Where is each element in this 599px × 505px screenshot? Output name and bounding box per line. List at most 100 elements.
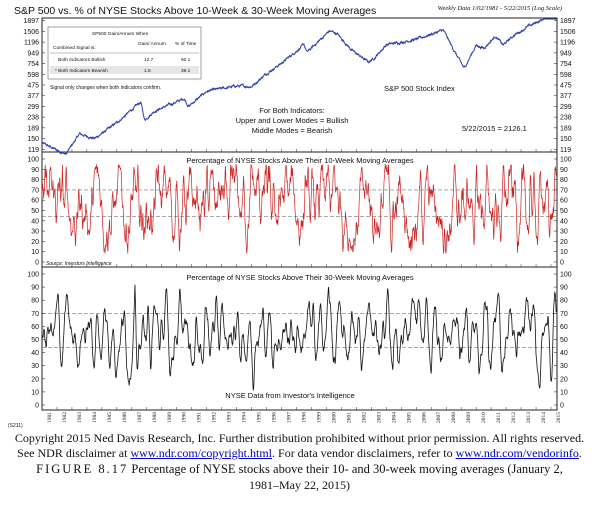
chart-title: S&P 500 vs. % of NYSE Stocks Above 10-We… — [14, 5, 376, 17]
x-tick-label: 1993 — [227, 412, 233, 423]
y-tick-label: 60 — [31, 324, 39, 331]
mid-panel-frame — [41, 151, 558, 268]
y-tick-label: 100 — [560, 272, 572, 279]
y-tick-label: 80 — [560, 298, 568, 305]
y-tick-label: 40 — [31, 218, 39, 225]
bot-panel-note: NYSE Data from Investor's Intelligence — [225, 391, 354, 400]
y-tick-label: 150 — [560, 136, 572, 143]
x-tick-label: 2008 — [451, 412, 457, 423]
x-tick-label: 1987 — [137, 412, 143, 423]
x-tick-label: 2012 — [511, 412, 517, 423]
y-tick-label: 50 — [31, 337, 39, 344]
x-tick-label: 1999 — [316, 412, 322, 423]
table-col-gain: Gain/ Annum — [138, 41, 166, 47]
table-row-label: * Both Indicators Bearish — [55, 68, 108, 74]
caption-disclaimer-text: . — [578, 446, 582, 460]
x-tick-label: 2007 — [436, 412, 442, 423]
x-tick-label: 1983 — [77, 412, 83, 423]
bot-panel-title: Percentage of NYSE Stocks Above Their 30… — [186, 273, 413, 282]
table-row-gain: 1.8 — [144, 68, 151, 74]
y-tick-label: 238 — [27, 115, 39, 122]
y-tick-label: 1196 — [560, 40, 575, 47]
modes-line-1: For Both Indicators: — [259, 106, 324, 115]
copyright-link[interactable]: www.ndr.com/copyright.html — [130, 446, 273, 460]
x-tick-label: 2001 — [346, 412, 352, 423]
y-tick-label: 754 — [27, 61, 39, 68]
x-tick-label: 1982 — [62, 412, 68, 423]
y-tick-label: 189 — [560, 125, 572, 132]
vendorinfo-link[interactable]: www.ndr.com/vendorinfo — [455, 446, 579, 460]
y-tick-label: 100 — [27, 272, 39, 279]
table-caption: SP500 Gain/Annum When — [92, 31, 149, 37]
x-tick-label: 2006 — [421, 412, 427, 423]
y-tick-label: 90 — [31, 167, 39, 174]
table-row-time: 39.1 — [181, 68, 191, 74]
x-tick-label: 2000 — [331, 412, 337, 423]
sp500-series-line — [41, 18, 557, 155]
y-tick-label: 0 — [35, 260, 39, 267]
table-row-time: 60.1 — [181, 57, 191, 63]
y-tick-label: 949 — [27, 50, 39, 57]
figure-label: FIGURE 8.17 — [36, 462, 129, 476]
x-tick-label: 1984 — [92, 412, 98, 423]
pct10-series-line — [41, 163, 557, 254]
y-tick-label: 70 — [31, 187, 39, 194]
table-col-time: % of Time — [175, 41, 197, 47]
y-tick-label: 1897 — [560, 18, 576, 25]
figure-caption-line2: 1981–May 22, 2015) — [249, 478, 350, 492]
x-tick-label: 1981 — [47, 412, 53, 423]
y-tick-label: 10 — [560, 249, 568, 256]
y-tick-label: 377 — [560, 93, 572, 100]
y-tick-label: 90 — [560, 285, 568, 292]
x-tick-label: 1998 — [301, 412, 307, 423]
chart-figure: S&P 500 vs. % of NYSE Stocks Above 10-We… — [8, 5, 576, 429]
x-tick-label: 1996 — [272, 412, 278, 423]
y-tick-label: 475 — [560, 83, 572, 90]
x-tick-label: 2004 — [391, 412, 397, 423]
chart-subtitle: Weekly Data 1/02/1981 - 5/22/2015 (Log S… — [438, 5, 562, 12]
x-tick-label: 1988 — [152, 412, 158, 423]
x-tick-label: 1997 — [287, 412, 293, 423]
y-tick-label: 60 — [560, 198, 568, 205]
x-tick-label: 2015 — [556, 412, 562, 423]
y-tick-label: 20 — [31, 239, 39, 246]
mid-panel-title: Percentage of NYSE Stocks Above Their 10… — [186, 156, 413, 165]
y-tick-label: 1897 — [23, 18, 39, 25]
x-tick-label: 1990 — [182, 412, 188, 423]
table-row-label: Both Indicators Bullish — [58, 57, 106, 63]
y-tick-label: 10 — [560, 389, 568, 396]
y-tick-label: 1506 — [23, 29, 39, 36]
y-tick-label: 0 — [560, 403, 564, 410]
x-tick-label: 1995 — [257, 412, 263, 423]
y-tick-label: 119 — [28, 147, 39, 154]
modes-line-3: Middle Modes = Bearish — [252, 126, 333, 135]
signal-note: Signal only changes when both indicators… — [50, 85, 161, 91]
caption-copyright: Copyright 2015 Ned Davis Research, Inc. … — [14, 431, 585, 445]
y-tick-label: 598 — [560, 72, 572, 79]
footer-code: (S211) — [8, 423, 23, 429]
y-tick-label: 475 — [27, 83, 39, 90]
table-col-signal: Combined Signal is: — [53, 45, 96, 51]
y-tick-label: 30 — [560, 363, 568, 370]
y-tick-label: 1196 — [24, 40, 39, 47]
sp500-series-label: S&P 500 Stock Index — [384, 84, 455, 93]
x-tick-label: 1992 — [212, 412, 218, 423]
y-tick-label: 299 — [560, 104, 572, 111]
x-tick-label: 1985 — [107, 412, 113, 423]
y-tick-label: 90 — [31, 285, 39, 292]
x-tick-label: 2003 — [376, 412, 382, 423]
y-tick-label: 238 — [560, 115, 572, 122]
x-tick-label: 2009 — [466, 412, 472, 423]
y-tick-label: 598 — [27, 72, 39, 79]
x-tick-label: 2011 — [496, 412, 502, 423]
y-tick-label: 40 — [560, 218, 568, 225]
y-tick-label: 80 — [560, 177, 568, 184]
y-tick-label: 80 — [31, 298, 39, 305]
x-tick-label: 2014 — [541, 412, 547, 423]
y-tick-label: 20 — [31, 376, 39, 383]
y-tick-label: 20 — [560, 239, 568, 246]
caption-disclaimer: See NDR disclaimer at www.ndr.com/copyri… — [0, 446, 599, 461]
y-tick-label: 50 — [31, 208, 39, 215]
y-tick-label: 40 — [560, 350, 568, 357]
caption-disclaimer-text: . For data vendor disclaimers, refer to — [272, 446, 453, 460]
